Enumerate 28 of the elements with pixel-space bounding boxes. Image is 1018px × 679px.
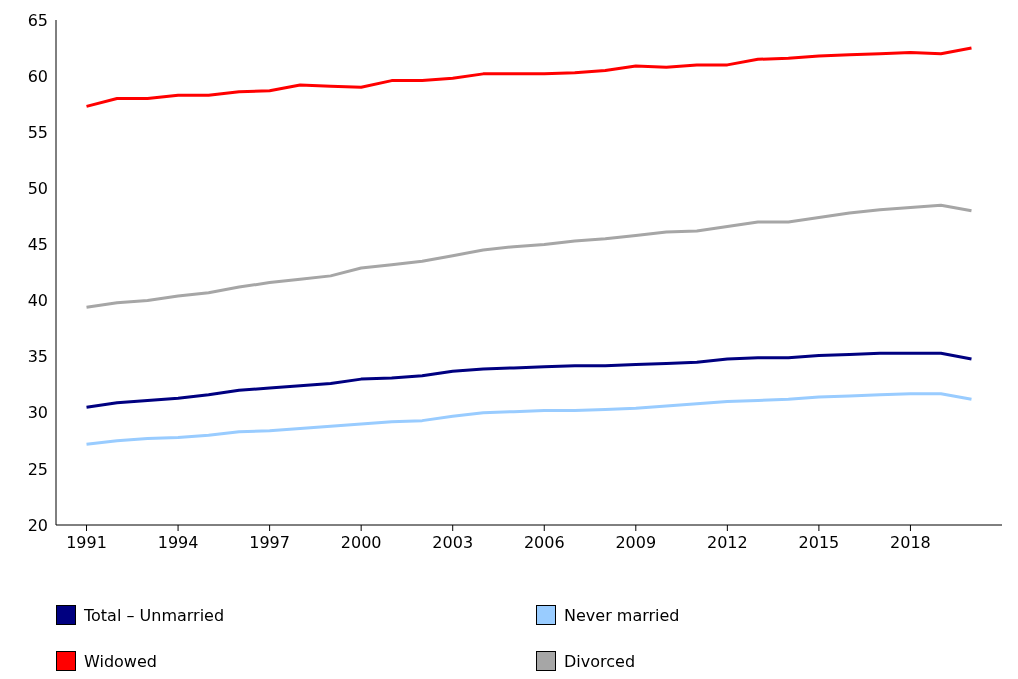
x-tick-label: 2006 — [523, 533, 565, 553]
legend-label: Divorced — [564, 651, 636, 671]
x-tick-label: 2000 — [340, 533, 382, 553]
legend-label: Never married — [564, 605, 680, 625]
line-series — [85, 351, 973, 409]
x-tick-label: 1991 — [66, 533, 107, 553]
legend-label: Total – Unmarried — [84, 605, 225, 625]
line-series — [85, 203, 973, 309]
y-tick-label: 35 — [27, 347, 48, 367]
x-tick-label: 2015 — [798, 533, 840, 553]
y-tick-label: 25 — [27, 459, 48, 479]
y-tick-label: 30 — [27, 403, 48, 423]
y-tick-label: 50 — [27, 179, 48, 199]
legend-label: Widowed — [84, 651, 157, 671]
x-tick-label: 2012 — [707, 533, 748, 553]
line-series — [85, 46, 973, 108]
y-tick-label: 20 — [27, 515, 48, 535]
y-tick-label: 40 — [27, 291, 48, 311]
y-tick-label: 65 — [27, 10, 48, 30]
y-tick-label: 45 — [27, 235, 48, 255]
line-series — [85, 392, 973, 446]
x-tick-label: 1994 — [157, 533, 199, 553]
y-tick-label: 55 — [27, 122, 48, 142]
x-tick-label: 1997 — [249, 533, 290, 553]
x-tick-label: 2018 — [890, 533, 931, 553]
x-tick-label: 2009 — [615, 533, 657, 553]
x-tick-label: 2003 — [432, 533, 474, 553]
y-tick-label: 60 — [27, 66, 48, 86]
